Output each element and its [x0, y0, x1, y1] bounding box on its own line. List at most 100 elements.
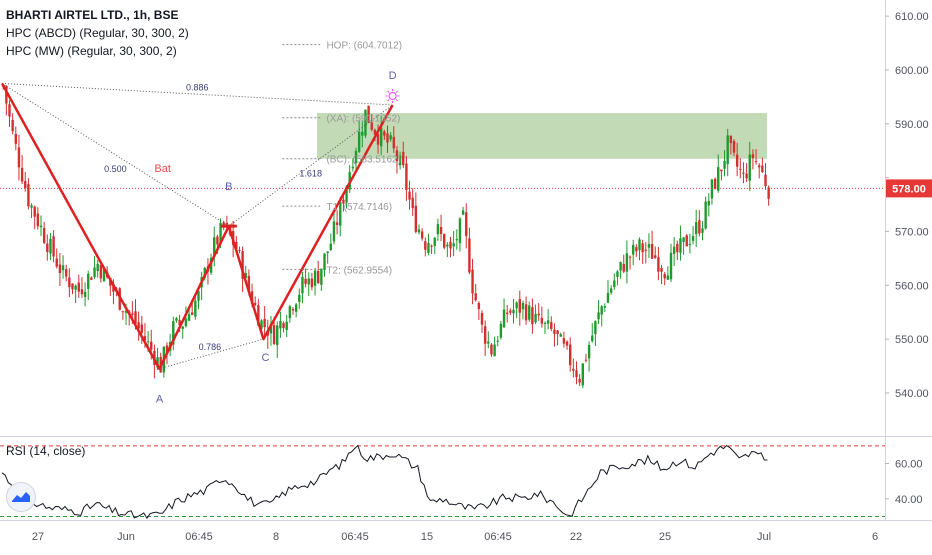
- candle-body: [534, 313, 537, 323]
- candle-body: [175, 318, 178, 321]
- y-tick-label: 590.00: [895, 119, 929, 131]
- candle-body: [71, 283, 74, 290]
- candle-body: [213, 237, 216, 257]
- candle-body: [87, 273, 90, 289]
- candle-body: [235, 241, 238, 249]
- candle-body: [477, 302, 481, 309]
- pattern-ratio-line: [1, 82, 393, 106]
- candle-body: [5, 86, 8, 104]
- candle-body: [254, 302, 257, 305]
- candle-body: [443, 234, 446, 248]
- candle-body: [376, 133, 380, 145]
- candle-body: [641, 243, 644, 253]
- candle-body: [351, 166, 355, 169]
- candle-body: [27, 184, 30, 207]
- candle-body: [417, 229, 421, 233]
- candle-body: [383, 131, 386, 136]
- candle-body: [241, 251, 244, 279]
- candle-body: [666, 275, 670, 280]
- x-tick-label: 22: [570, 531, 582, 543]
- chart-legend: BHARTI AIRTEL LTD., 1h, BSE HPC (ABCD) (…: [6, 6, 189, 60]
- candle-body: [657, 257, 660, 272]
- candle-body: [493, 344, 496, 357]
- candle-body: [528, 305, 531, 320]
- indicator-abcd-label[interactable]: HPC (ABCD) (Regular, 30, 300, 2): [6, 26, 189, 40]
- candle-body: [414, 205, 418, 232]
- candle-body: [455, 239, 458, 241]
- tradingview-logo-icon[interactable]: [6, 482, 36, 512]
- symbol-title[interactable]: BHARTI AIRTEL LTD., 1h, BSE: [6, 8, 179, 22]
- candle-body: [688, 243, 692, 245]
- candle-body: [194, 300, 197, 317]
- candle-body: [597, 312, 600, 320]
- candle-body: [449, 241, 452, 249]
- candle-body: [647, 244, 651, 248]
- candle-body: [181, 326, 184, 329]
- y-tick-label: 560.00: [895, 280, 929, 292]
- candle-body: [613, 280, 616, 288]
- candle-body: [509, 310, 512, 313]
- candle-body: [679, 238, 682, 253]
- candle-body: [370, 122, 373, 130]
- candle-body: [364, 109, 367, 136]
- candle-body: [405, 163, 408, 190]
- candle-body: [515, 302, 518, 309]
- candle-body: [496, 340, 499, 342]
- candle-body: [121, 311, 125, 313]
- candle-body: [717, 167, 720, 191]
- candle-body: [524, 304, 528, 321]
- candle-body: [301, 276, 304, 294]
- x-tick-label: Jun: [117, 531, 135, 543]
- candle-body: [307, 278, 310, 285]
- x-tick-label: 06:45: [484, 531, 512, 543]
- candle-body: [427, 242, 430, 253]
- candle-body: [389, 135, 392, 140]
- indicator-mw-label[interactable]: HPC (MW) (Regular, 30, 300, 2): [6, 44, 177, 58]
- candle-body: [723, 160, 726, 169]
- candle-body: [357, 131, 361, 152]
- candle-body: [436, 224, 440, 235]
- candle-body: [556, 330, 559, 335]
- candle-body: [518, 299, 521, 313]
- candle-body: [102, 268, 106, 282]
- candle-body: [726, 135, 729, 165]
- candle-body: [197, 291, 200, 301]
- candle-body: [269, 323, 273, 334]
- candle-body: [543, 322, 547, 324]
- candle-body: [392, 136, 395, 149]
- candle-body: [735, 154, 739, 167]
- candle-body: [490, 344, 493, 355]
- candle-body: [49, 238, 52, 254]
- candle-body: [339, 202, 342, 226]
- candle-body: [424, 241, 427, 250]
- level-label: (BC): (583.5162): [326, 155, 400, 166]
- candle-body: [452, 243, 455, 247]
- candle-body: [143, 336, 147, 341]
- candle-body: [345, 186, 348, 203]
- candle-body: [584, 359, 588, 361]
- sun-icon-ray: [395, 90, 398, 93]
- candle-body: [487, 341, 490, 344]
- candle-body: [764, 174, 767, 187]
- candle-body: [761, 165, 764, 172]
- candle-body: [691, 236, 695, 241]
- candle-body: [685, 235, 688, 247]
- candle-body: [754, 161, 758, 163]
- candle-body: [58, 264, 62, 274]
- candle-body: [559, 334, 562, 337]
- candle-body: [260, 320, 263, 329]
- candle-body: [30, 205, 33, 208]
- candle-body: [216, 236, 219, 245]
- candle-body: [46, 243, 49, 252]
- x-tick-label: Jul: [757, 531, 771, 543]
- candle-body: [430, 245, 433, 247]
- prz-zone: [317, 113, 767, 159]
- rsi-legend[interactable]: RSI (14, close): [6, 444, 86, 458]
- candle-body: [581, 363, 584, 386]
- candle-body: [317, 271, 320, 284]
- candle-body: [512, 309, 515, 314]
- candle-body: [502, 309, 506, 328]
- y-tick-label: 550.00: [895, 334, 929, 346]
